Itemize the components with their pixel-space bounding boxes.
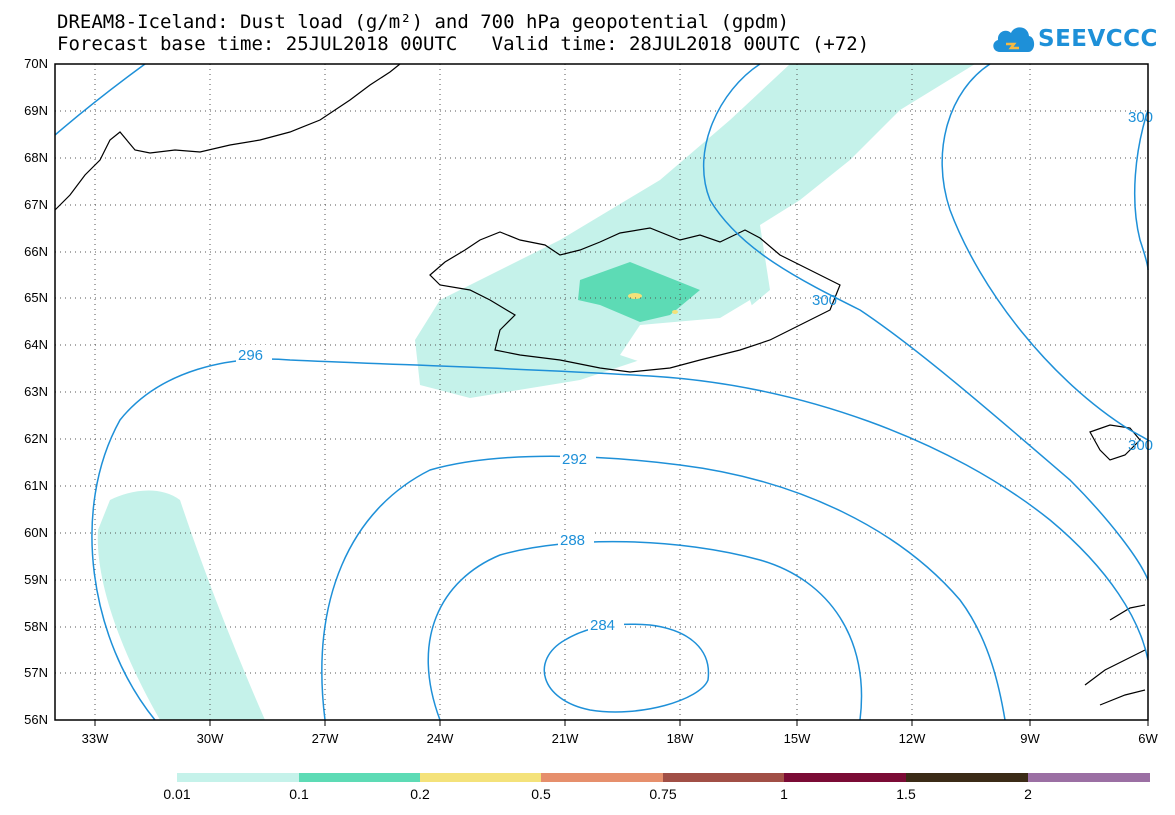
lat-label: 68N [24, 150, 48, 165]
lat-label: 59N [24, 572, 48, 587]
lat-label: 63N [24, 384, 48, 399]
colorbar-swatch [784, 773, 906, 782]
contour-label-296: 296 [238, 347, 263, 364]
seevccc-logo: SEEVCCC [990, 22, 1165, 58]
colorbar-label: 0.2 [410, 786, 430, 802]
lat-label: 58N [24, 619, 48, 634]
map-frame [54, 63, 1149, 721]
colorbar-swatch [420, 773, 541, 782]
logo-text: SEEVCCC [1038, 26, 1158, 52]
tick-marks [94, 720, 1149, 726]
lat-label: 61N [24, 478, 48, 493]
lat-label: 70N [24, 56, 48, 71]
contour-label-300-north: 300 [1128, 109, 1153, 126]
lat-label: 67N [24, 197, 48, 212]
lat-label: 57N [24, 665, 48, 680]
contour-label-292: 292 [562, 451, 587, 468]
contour-labels: 296 292 288 284 300 300 300 [236, 109, 1153, 634]
coastlines [54, 63, 1146, 706]
colorbar-swatch [177, 773, 299, 782]
lat-label: 66N [24, 244, 48, 259]
contour-label-300-east: 300 [1128, 437, 1153, 454]
lon-label: 18W [666, 731, 694, 746]
colorbar-label: 2 [1024, 786, 1032, 802]
geopotential-contours [54, 63, 1149, 721]
lon-label: 24W [426, 731, 454, 746]
dust-shading [97, 64, 975, 720]
contour-label-300-iceland: 300 [812, 292, 837, 309]
colorbar-swatch [1028, 773, 1150, 782]
contour-label-288: 288 [560, 532, 585, 549]
lon-label: 21W [551, 731, 579, 746]
lat-label: 60N [24, 525, 48, 540]
lat-label: 62N [24, 431, 48, 446]
map-title: DREAM8-Iceland: Dust load (g/m²) and 700… [57, 11, 790, 33]
colorbar-label: 0.5 [531, 786, 551, 802]
lat-label: 69N [24, 103, 48, 118]
lat-label: 64N [24, 337, 48, 352]
lon-label: 12W [898, 731, 926, 746]
colorbar-swatch [299, 773, 420, 782]
colorbar-label: 0.1 [289, 786, 309, 802]
lon-label: 27W [311, 731, 339, 746]
cloud-icon [993, 27, 1035, 52]
colorbar-swatch [541, 773, 663, 782]
colorbar-swatch [663, 773, 784, 782]
lon-label: 9W [1020, 731, 1040, 746]
lat-label: 65N [24, 290, 48, 305]
colorbar-label: 0.75 [649, 786, 677, 802]
colorbar-label: 1.5 [896, 786, 916, 802]
forecast-time-subtitle: Forecast base time: 25JUL2018 00UTC Vali… [57, 33, 870, 55]
colorbar-swatch [906, 773, 1028, 782]
lon-label: 15W [783, 731, 811, 746]
colorbar-label: 0.01 [163, 786, 191, 802]
colorbar-label: 1 [780, 786, 788, 802]
lat-label: 56N [24, 712, 48, 727]
contour-label-284: 284 [590, 617, 615, 634]
lon-label: 6W [1138, 731, 1158, 746]
lon-label: 30W [196, 731, 224, 746]
lon-label: 33W [81, 731, 109, 746]
